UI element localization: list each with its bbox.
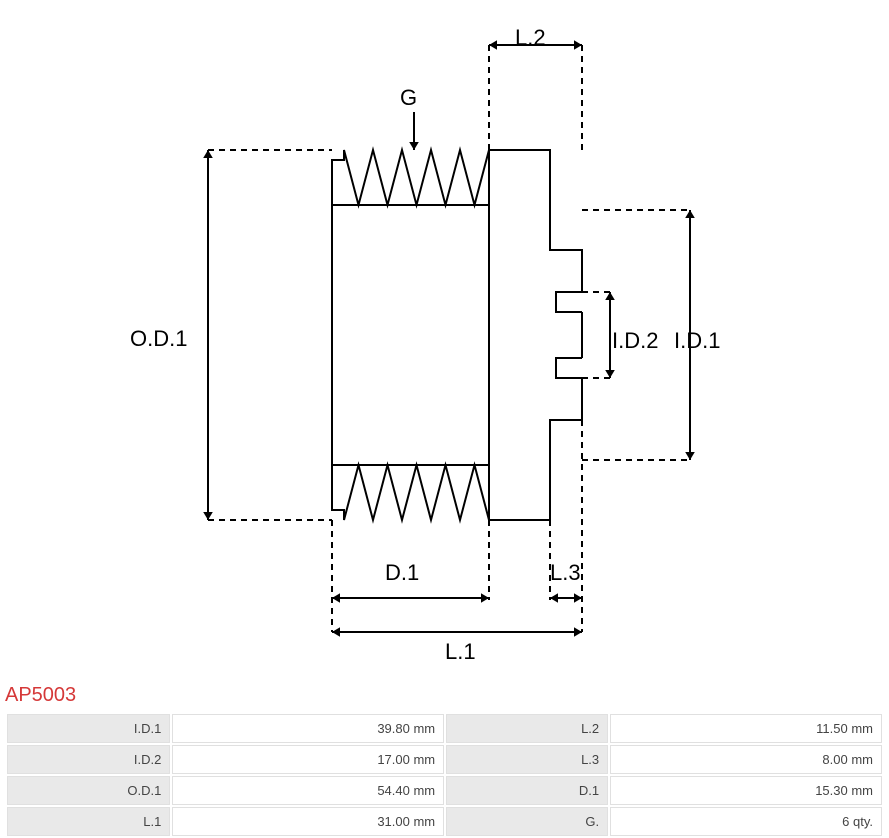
- diagram-area: G L.2 O.D.1 I.D.2 I.D.1 D.1 L.3 L.1: [0, 0, 889, 680]
- table-row: I.D.139.80 mmL.211.50 mm: [7, 714, 882, 743]
- spec-label: I.D.2: [7, 745, 170, 774]
- label-id2: I.D.2: [612, 328, 658, 354]
- spec-label: D.1: [446, 776, 608, 805]
- spec-label: L.3: [446, 745, 608, 774]
- label-id1: I.D.1: [674, 328, 720, 354]
- part-number: AP5003: [5, 684, 76, 707]
- table-row: I.D.217.00 mmL.38.00 mm: [7, 745, 882, 774]
- spec-value: 17.00 mm: [172, 745, 444, 774]
- table-row: O.D.154.40 mmD.115.30 mm: [7, 776, 882, 805]
- label-d1: D.1: [385, 560, 419, 586]
- label-od1: O.D.1: [130, 326, 187, 352]
- spec-label: L.2: [446, 714, 608, 743]
- spec-value: 11.50 mm: [610, 714, 882, 743]
- spec-value: 8.00 mm: [610, 745, 882, 774]
- spec-value: 39.80 mm: [172, 714, 444, 743]
- label-l2: L.2: [515, 25, 546, 51]
- spec-value: 15.30 mm: [610, 776, 882, 805]
- spec-label: I.D.1: [7, 714, 170, 743]
- label-l1: L.1: [445, 639, 476, 665]
- label-g: G: [400, 85, 417, 111]
- spec-value: 54.40 mm: [172, 776, 444, 805]
- specification-table: I.D.139.80 mmL.211.50 mmI.D.217.00 mmL.3…: [5, 712, 884, 838]
- label-l3: L.3: [550, 560, 581, 586]
- spec-label: O.D.1: [7, 776, 170, 805]
